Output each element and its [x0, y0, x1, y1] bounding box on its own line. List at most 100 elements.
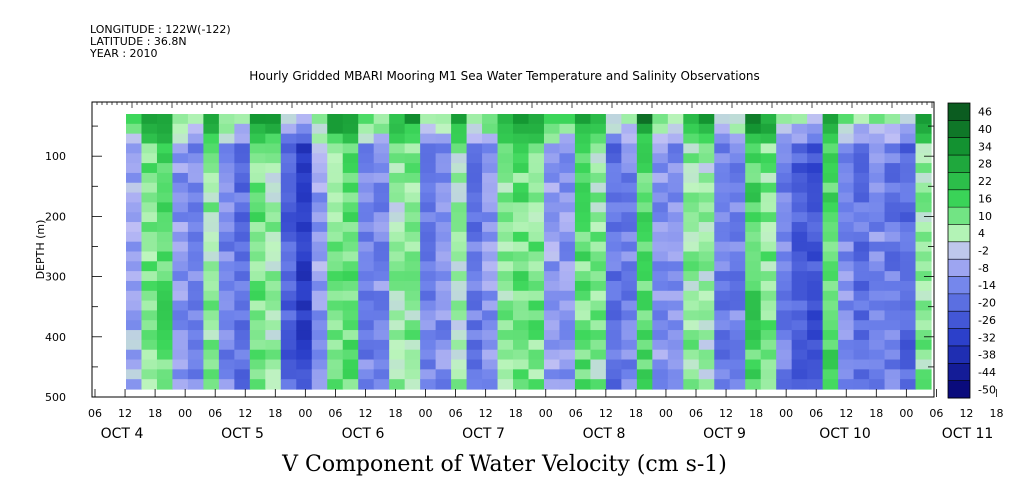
heatmap-cell	[311, 182, 328, 194]
heatmap-cell	[342, 251, 359, 262]
heatmap-cell	[420, 271, 437, 282]
heatmap-cell	[822, 359, 839, 370]
heatmap-cell	[605, 251, 622, 262]
heatmap-cell	[280, 369, 297, 380]
heatmap-cell	[249, 359, 266, 370]
heatmap-cell	[605, 231, 622, 243]
heatmap-cell	[280, 192, 297, 203]
heatmap-cell	[683, 271, 700, 282]
heatmap-cell	[698, 359, 715, 370]
heatmap-cell	[126, 359, 143, 370]
heatmap-cell	[853, 300, 870, 312]
heatmap-cell	[574, 261, 592, 272]
heatmap-cell	[636, 310, 653, 321]
heatmap-cell	[126, 241, 143, 253]
heatmap-cell	[528, 123, 545, 135]
heatmap-cell	[296, 330, 313, 341]
heatmap-cell	[729, 163, 746, 174]
heatmap-cell	[435, 359, 452, 370]
heatmap-cell	[853, 133, 870, 145]
heatmap-cell	[838, 359, 855, 370]
heatmap-cell	[559, 320, 576, 331]
heatmap-cell	[296, 300, 313, 312]
heatmap-cell	[698, 271, 715, 282]
heatmap-cell	[652, 192, 669, 203]
heatmap-cell	[141, 251, 158, 262]
heatmap-cell	[203, 379, 220, 390]
heatmap-cell	[404, 379, 421, 390]
heatmap-cell	[838, 212, 855, 223]
heatmap-cell	[389, 330, 406, 341]
heatmap-cell	[543, 359, 561, 370]
heatmap-cell	[187, 172, 204, 184]
heatmap-cell	[729, 114, 746, 125]
heatmap-cell	[126, 300, 143, 312]
heatmap-cell	[528, 114, 545, 125]
heatmap-cell	[265, 192, 282, 203]
heatmap-cell	[234, 163, 251, 174]
heatmap-cell	[822, 290, 839, 302]
heatmap-cell	[234, 143, 251, 154]
heatmap-cell	[265, 172, 282, 184]
plot-frame	[91, 101, 935, 398]
heatmap-cell	[249, 261, 266, 272]
heatmap-cell	[466, 202, 483, 213]
heatmap-cell	[156, 114, 174, 125]
heatmap-cell	[404, 222, 421, 233]
heatmap-cell	[869, 202, 886, 213]
heatmap-cell	[884, 114, 901, 125]
heatmap-cell	[605, 271, 622, 282]
heatmap-cell	[172, 172, 189, 184]
heatmap-cell	[807, 231, 824, 243]
heatmap-cell	[187, 271, 204, 282]
heatmap-cell	[791, 153, 808, 164]
heatmap-cell	[513, 310, 530, 321]
x-hour-label: 06	[328, 407, 342, 420]
x-hour-label: 06	[689, 407, 703, 420]
heatmap-cell	[342, 192, 359, 203]
heatmap-cell	[234, 133, 251, 145]
heatmap-cell	[574, 172, 592, 184]
y-tick-label: 300	[45, 271, 66, 284]
heatmap-cell	[435, 330, 452, 341]
heatmap-cell	[621, 202, 638, 213]
heatmap-cell	[822, 222, 839, 233]
heatmap-cell	[234, 172, 251, 184]
heatmap-cell	[265, 339, 282, 351]
heatmap-cell	[791, 379, 808, 390]
heatmap-cell	[714, 280, 731, 292]
heatmap-cell	[265, 231, 282, 243]
heatmap-cell	[807, 133, 824, 145]
heatmap-cell	[234, 359, 251, 370]
heatmap-cell	[838, 163, 855, 174]
heatmap-cell	[497, 310, 514, 321]
heatmap-cell	[900, 290, 917, 302]
heatmap-cell	[311, 163, 328, 174]
heatmap-cell	[327, 114, 344, 125]
heatmap-cell	[451, 251, 468, 262]
heatmap-cell	[435, 114, 452, 125]
heatmap-cell	[389, 222, 406, 233]
heatmap-cell	[513, 172, 530, 184]
heatmap-cell	[497, 359, 514, 370]
heatmap-cell	[915, 320, 932, 331]
heatmap-cell	[714, 320, 731, 331]
heatmap-cell	[311, 133, 328, 145]
heatmap-cell	[590, 163, 607, 174]
heatmap-cell	[528, 163, 545, 174]
x-hour-label: 12	[599, 407, 613, 420]
heatmap-cell	[265, 300, 282, 312]
heatmap-cell	[760, 280, 777, 292]
heatmap-cell	[729, 300, 746, 312]
heatmap-cell	[698, 231, 715, 243]
heatmap-cell	[296, 349, 313, 361]
heatmap-cell	[884, 290, 901, 302]
heatmap-cell	[729, 192, 746, 203]
heatmap-cell	[451, 222, 468, 233]
heatmap-cell	[342, 310, 359, 321]
heatmap-cell	[249, 123, 266, 135]
heatmap-cell	[559, 271, 576, 282]
heatmap-cell	[900, 192, 917, 203]
x-hour-label: 06	[809, 407, 823, 420]
